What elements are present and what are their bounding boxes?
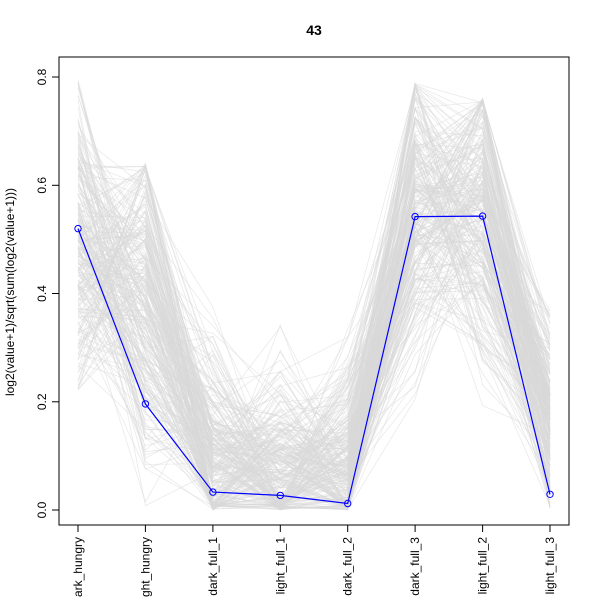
background-series-line	[77, 86, 551, 509]
y-tick-label: 0.4	[35, 285, 49, 302]
background-series-line	[77, 138, 551, 479]
background-series-line	[77, 102, 551, 510]
background-series-line	[77, 180, 551, 503]
plot-frame	[58, 56, 570, 526]
x-tick-label: light_full_2	[476, 537, 490, 595]
highlight-point	[209, 488, 217, 496]
highlight-point	[74, 224, 82, 233]
y-tick-label: 0.0	[35, 501, 49, 518]
chart-title: 43	[306, 22, 322, 38]
background-series-line	[77, 100, 551, 509]
background-series-line	[77, 85, 551, 506]
highlight-point	[478, 212, 487, 220]
background-series-line	[77, 83, 551, 462]
background-series-line	[77, 250, 551, 450]
background-series-line	[77, 156, 551, 437]
y-axis: 0.0 0.2 0.4 0.6 0.8	[35, 68, 59, 518]
background-series-line	[77, 160, 551, 494]
background-series-line	[77, 140, 551, 484]
background-series-line	[77, 143, 551, 507]
background-series-line	[77, 144, 551, 503]
background-series-line	[77, 82, 551, 507]
background-series-line	[77, 168, 551, 510]
background-series-line	[77, 97, 551, 493]
y-tick-label: 0.6	[35, 177, 49, 194]
background-series-line	[77, 166, 551, 507]
background-series-line	[77, 219, 551, 499]
background-series-line	[77, 225, 551, 510]
background-series-line	[77, 135, 551, 451]
background-series-line	[77, 157, 551, 509]
x-tick-label: light_full_3	[543, 537, 557, 595]
x-tick-label: ght_hungry	[138, 537, 152, 597]
background-series-line	[77, 101, 551, 505]
background-series-line	[77, 162, 551, 460]
background-series-line	[77, 172, 551, 508]
background-series-line	[77, 162, 551, 448]
background-series-line	[77, 139, 551, 453]
y-axis-label: log2(value+1)/sqrt(sum(log2(value+1)))	[3, 188, 17, 396]
background-series-line	[77, 141, 551, 502]
background-series-line	[77, 167, 551, 506]
background-series-line	[77, 107, 551, 487]
background-series-line	[77, 164, 551, 499]
background-series-line	[77, 225, 551, 507]
highlight-series-group	[74, 212, 554, 508]
highlight-point	[276, 491, 284, 500]
x-axis: ark_hungry ght_hungry dark_full_1 light_ful…	[71, 525, 557, 597]
background-series-line	[77, 152, 551, 510]
background-series-line	[77, 179, 551, 508]
x-tick-label: ark_hungry	[71, 537, 85, 597]
background-series-line	[77, 99, 551, 469]
background-series-line	[77, 122, 551, 489]
x-tick-label: dark_full_2	[341, 537, 355, 596]
background-series-line	[77, 116, 551, 506]
x-tick-label: dark_full_3	[408, 537, 422, 596]
y-tick-label: 0.8	[35, 68, 49, 85]
background-series-line	[77, 116, 551, 510]
background-series-line	[77, 187, 551, 510]
background-series-line	[77, 233, 551, 511]
background-series-line	[77, 210, 551, 458]
highlight-point	[141, 400, 150, 408]
background-series-line	[77, 81, 551, 507]
background-series-line	[77, 192, 551, 478]
highlight-point	[546, 490, 554, 498]
background-series-line	[77, 101, 551, 491]
background-series-line	[77, 209, 551, 503]
highlight-point	[344, 499, 352, 508]
highlight-series-line	[77, 215, 551, 505]
background-series-group	[77, 79, 551, 511]
x-tick-label: light_full_1	[273, 537, 287, 595]
x-tick-label: dark_full_1	[206, 537, 220, 596]
background-series-line	[77, 97, 551, 504]
background-series-line	[77, 132, 551, 476]
y-tick-label: 0.2	[35, 393, 49, 410]
background-series-line	[77, 160, 551, 482]
highlight-point	[411, 212, 419, 221]
